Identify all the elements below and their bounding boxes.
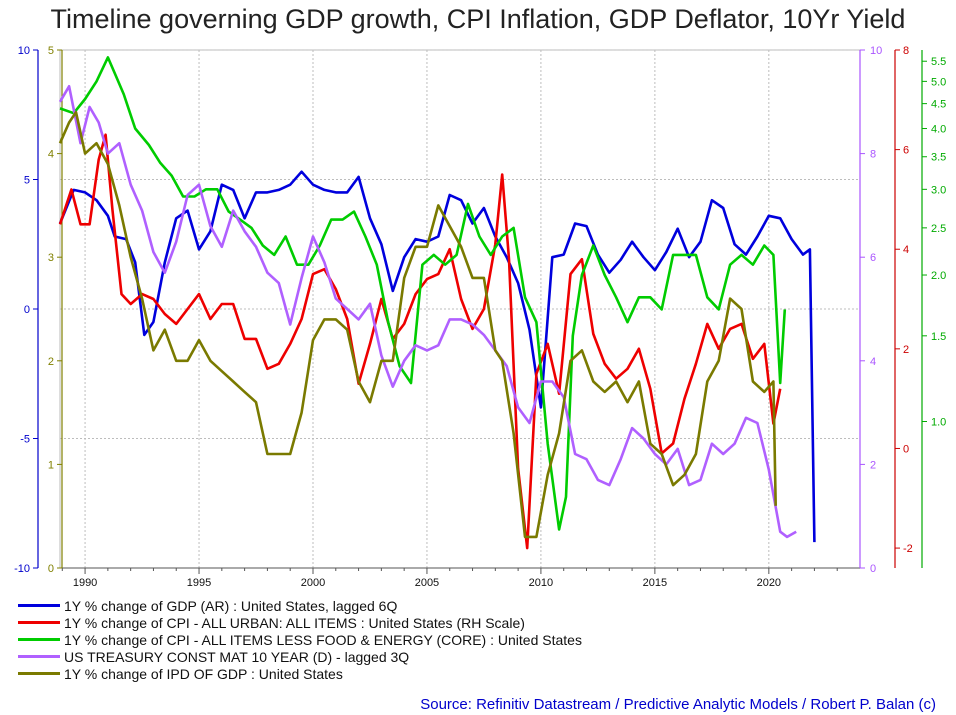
yield-tick-label: 0 — [870, 563, 876, 575]
cpi-tick-label: 0 — [903, 443, 909, 455]
x-tick-label: 2000 — [301, 577, 325, 589]
gdp-tick-label: 0 — [24, 304, 30, 316]
yield-tick-label: 10 — [870, 45, 882, 57]
legend-item: 1Y % change of CPI - ALL ITEMS LESS FOOD… — [18, 631, 582, 648]
series-line-2 — [59, 56, 787, 531]
legend-label: 1Y % change of CPI - ALL ITEMS LESS FOOD… — [64, 631, 582, 648]
gdp-tick-label: -10 — [14, 563, 30, 575]
x-tick-label: 1995 — [187, 577, 211, 589]
gdp-tick-label: 10 — [18, 45, 30, 57]
legend-label: 1Y % change of CPI - ALL URBAN: ALL ITEM… — [64, 614, 525, 631]
core-tick-label: 3.0 — [931, 184, 946, 196]
legend-label: 1Y % change of IPD OF GDP : United State… — [64, 665, 343, 682]
core-tick-label: 4.0 — [931, 124, 946, 136]
x-tick-label: 2005 — [415, 577, 439, 589]
cpi-tick-label: 6 — [903, 145, 909, 157]
core-tick-label: 2.0 — [931, 270, 946, 282]
yield-tick-label: 4 — [870, 356, 876, 368]
legend-item: 1Y % change of IPD OF GDP : United State… — [18, 665, 582, 682]
gdp-tick-label: -5 — [20, 434, 30, 446]
series-line-3 — [58, 85, 797, 539]
series-layer — [58, 56, 816, 550]
core-tick-label: 5.5 — [931, 56, 946, 68]
x-tick-label: 2020 — [757, 577, 781, 589]
chart-plot: 1990 1995 2000 2005 2010 2015 20201050-5-10543… — [14, 45, 946, 589]
core-tick-label: 4.5 — [931, 99, 946, 111]
legend-item: 1Y % change of CPI - ALL URBAN: ALL ITEM… — [18, 614, 582, 631]
x-tick-label: 1990 — [73, 577, 97, 589]
legend-swatch — [18, 621, 60, 624]
core-tick-label: 5.0 — [931, 76, 946, 88]
legend: 1Y % change of GDP (AR) : United States,… — [18, 597, 582, 682]
series-line-4 — [58, 110, 777, 539]
legend-label: 1Y % change of GDP (AR) : United States,… — [64, 597, 398, 614]
x-tick-label: 2015 — [643, 577, 667, 589]
core-tick-label: 2.5 — [931, 223, 946, 235]
yield-tick-label: 8 — [870, 149, 876, 161]
axes-layer: 1990 1995 2000 2005 2010 2015 20201050-5-10543… — [14, 45, 946, 589]
chart-title: Timeline governing GDP growth, CPI Infla… — [50, 4, 906, 34]
core-tick-label: 1.0 — [931, 417, 946, 429]
cpi-tick-label: 8 — [903, 45, 909, 57]
ipd-tick-label: 3 — [48, 252, 54, 264]
legend-swatch — [18, 638, 60, 641]
x-tick-label: 2010 — [529, 577, 553, 589]
core-tick-label: 1.5 — [931, 331, 946, 343]
legend-swatch — [18, 672, 60, 675]
ipd-tick-label: 0 — [48, 563, 54, 575]
ipd-tick-label: 4 — [48, 149, 54, 161]
ipd-tick-label: 1 — [48, 459, 54, 471]
legend-swatch — [18, 655, 60, 658]
source-credit: Source: Refinitiv Datastream / Predictiv… — [420, 696, 936, 713]
yield-tick-label: 2 — [870, 459, 876, 471]
cpi-tick-label: -2 — [903, 543, 913, 555]
series-line-0 — [58, 170, 816, 543]
ipd-tick-label: 2 — [48, 356, 54, 368]
legend-item: 1Y % change of GDP (AR) : United States,… — [18, 597, 582, 614]
yield-tick-label: 6 — [870, 252, 876, 264]
ipd-tick-label: 5 — [48, 45, 54, 57]
gdp-tick-label: 5 — [24, 175, 30, 187]
legend-item: US TREASURY CONST MAT 10 YEAR (D) - lagg… — [18, 648, 582, 665]
legend-label: US TREASURY CONST MAT 10 YEAR (D) - lagg… — [64, 648, 410, 665]
legend-swatch — [18, 604, 60, 607]
cpi-tick-label: 4 — [903, 244, 909, 256]
core-tick-label: 3.5 — [931, 152, 946, 164]
cpi-tick-label: 2 — [903, 344, 909, 356]
